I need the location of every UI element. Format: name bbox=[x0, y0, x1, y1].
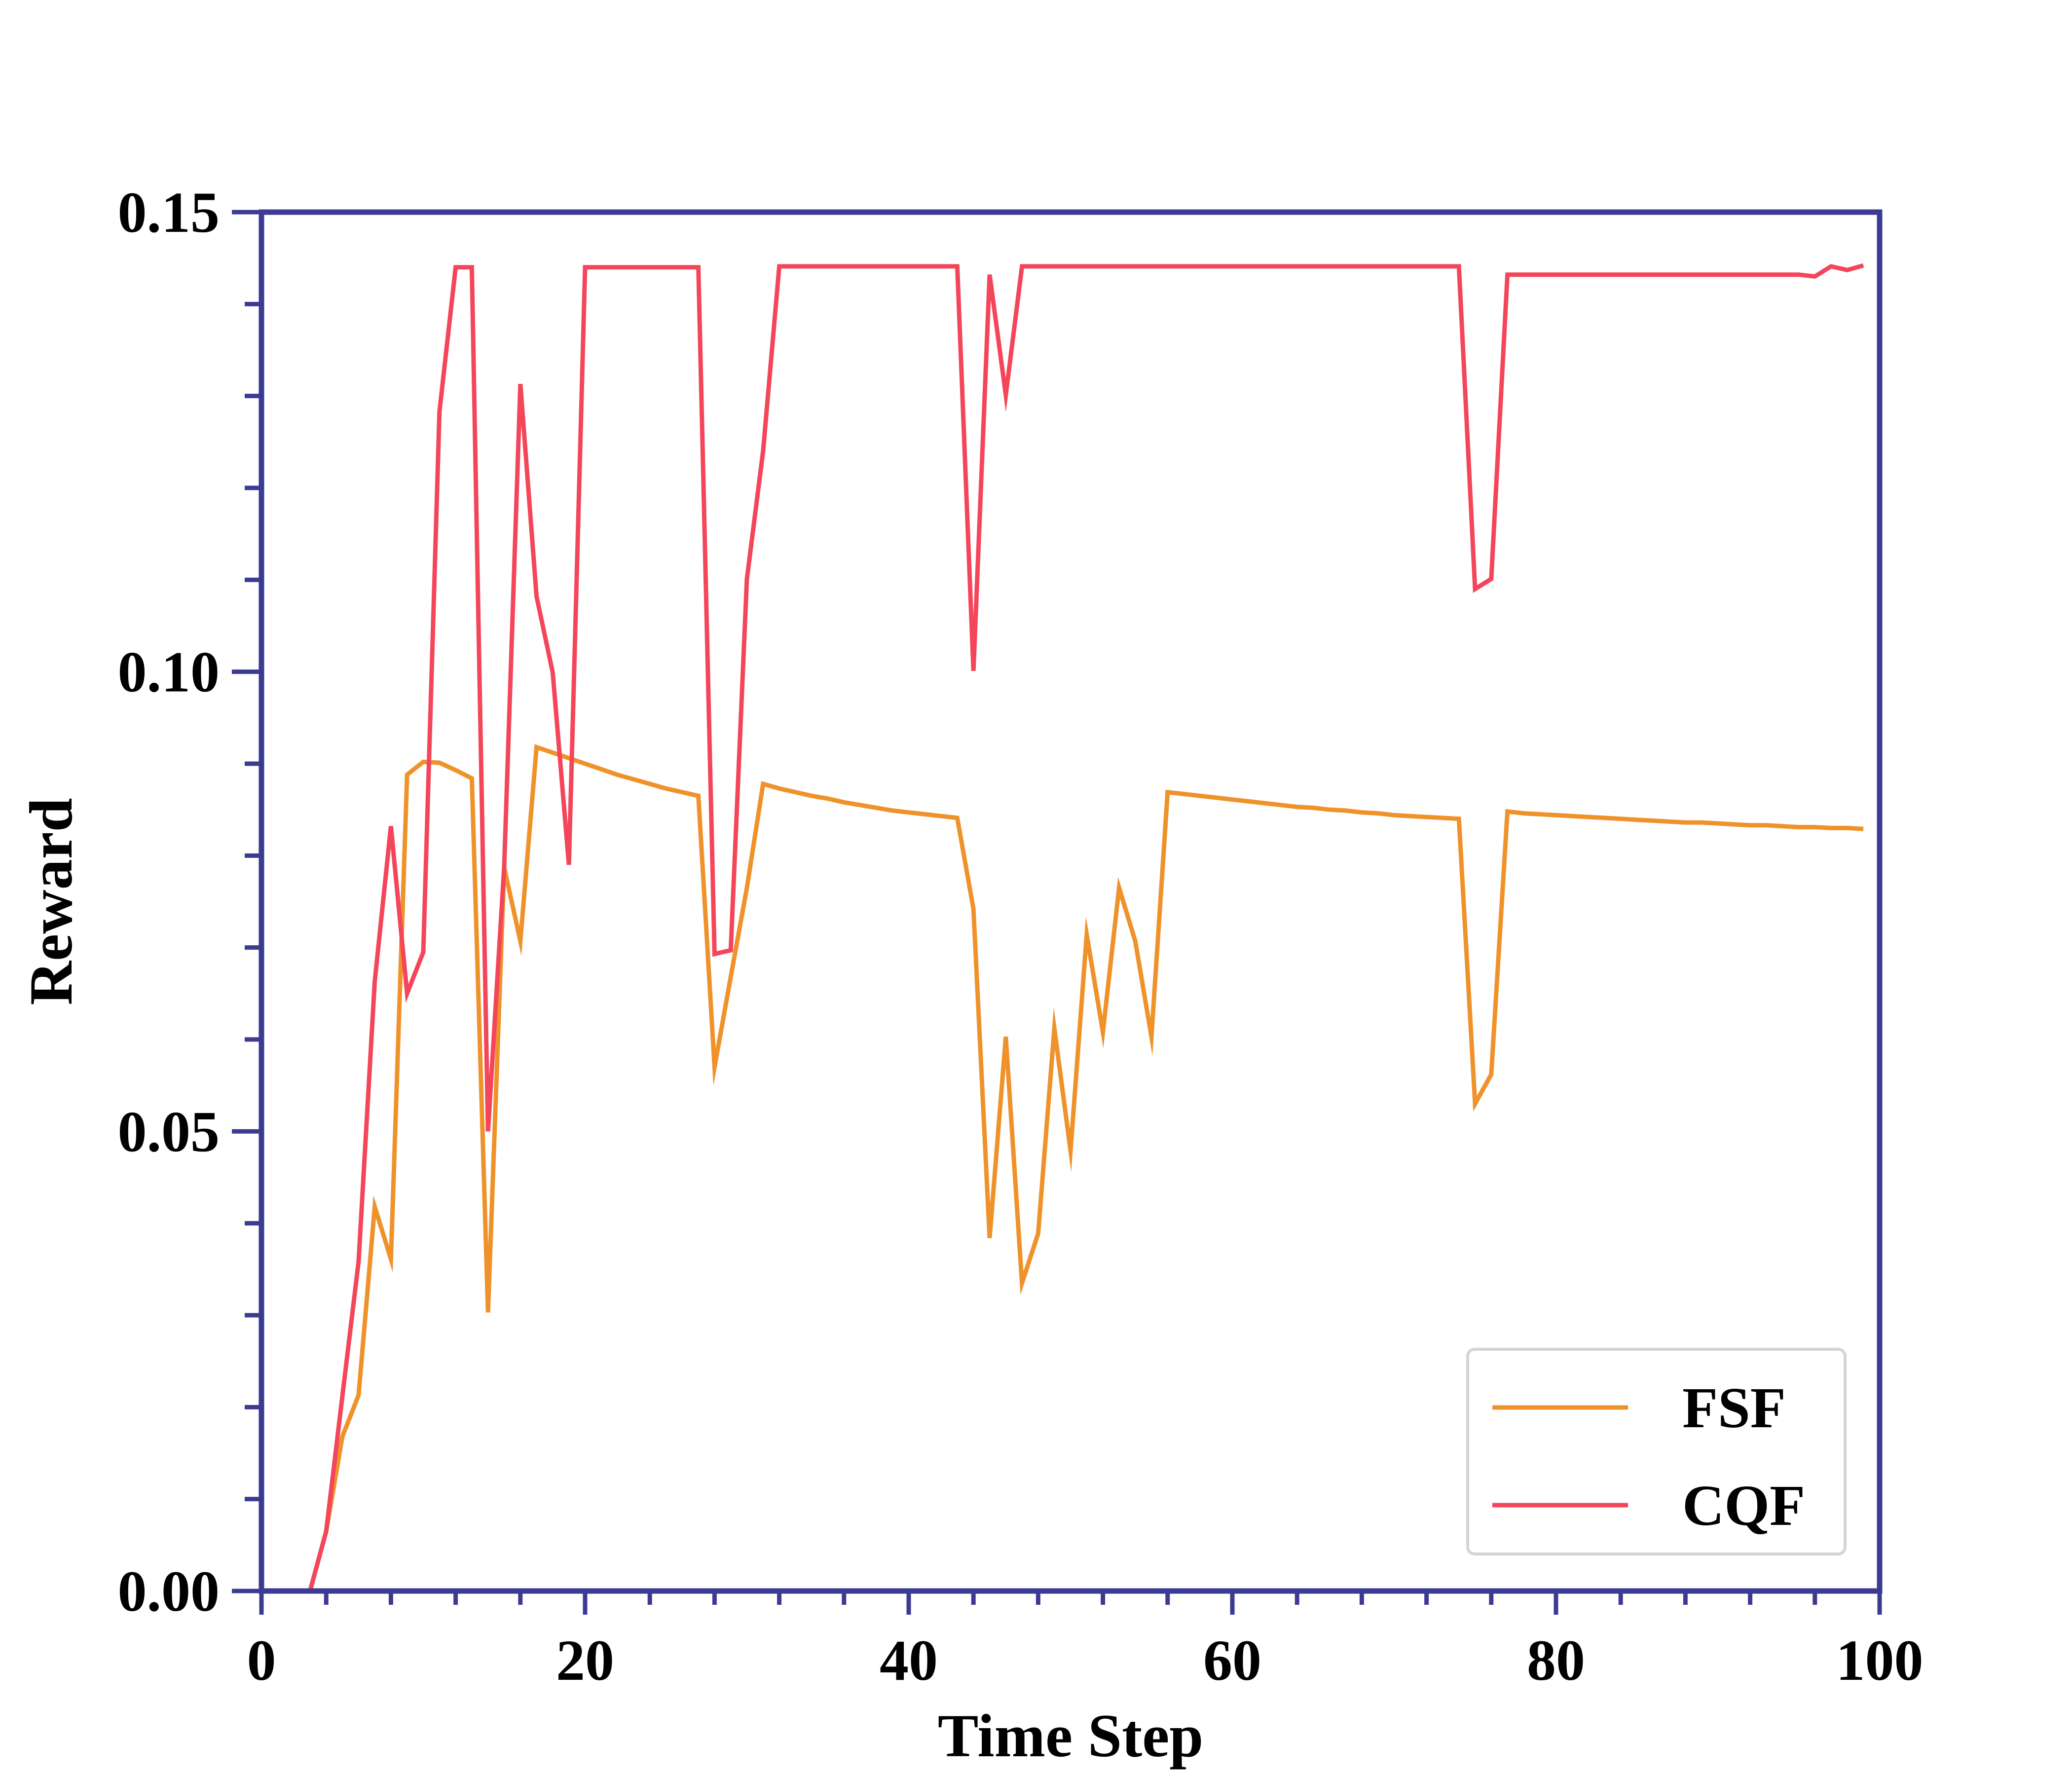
legend-box bbox=[1466, 1348, 1847, 1555]
y-tick-label: 0.10 bbox=[118, 640, 220, 704]
plot-area-frame bbox=[259, 209, 1883, 1594]
x-tick-label: 80 bbox=[1527, 1628, 1585, 1693]
series-layer bbox=[308, 263, 1864, 1592]
x-tick-label: 0 bbox=[247, 1628, 276, 1693]
y-tick-label: 0.15 bbox=[118, 180, 220, 245]
tick-labels-layer: 0 20 40 60 80 100 0.00 0.05 0.10 0.15 bbox=[118, 180, 1924, 1693]
x-tick-label: 20 bbox=[556, 1628, 614, 1693]
series-line-fsf bbox=[308, 744, 1864, 1592]
legend-label-cqf: CQF bbox=[1682, 1473, 1805, 1538]
x-tick-label: 60 bbox=[1203, 1628, 1261, 1693]
y-tick-label: 0.05 bbox=[118, 1099, 220, 1164]
x-tick-label: 100 bbox=[1836, 1628, 1924, 1693]
y-axis-title: Reward bbox=[17, 798, 85, 1005]
legend: FSF CQF bbox=[1466, 1348, 1847, 1555]
x-tick-label: 40 bbox=[880, 1628, 938, 1693]
legend-label-fsf: FSF bbox=[1682, 1375, 1786, 1440]
series-line-cqf bbox=[308, 263, 1864, 1592]
legend-items: FSF CQF bbox=[1492, 1375, 1805, 1538]
y-tick-label: 0.00 bbox=[118, 1559, 220, 1624]
x-axis-title: Time Step bbox=[938, 1702, 1204, 1770]
